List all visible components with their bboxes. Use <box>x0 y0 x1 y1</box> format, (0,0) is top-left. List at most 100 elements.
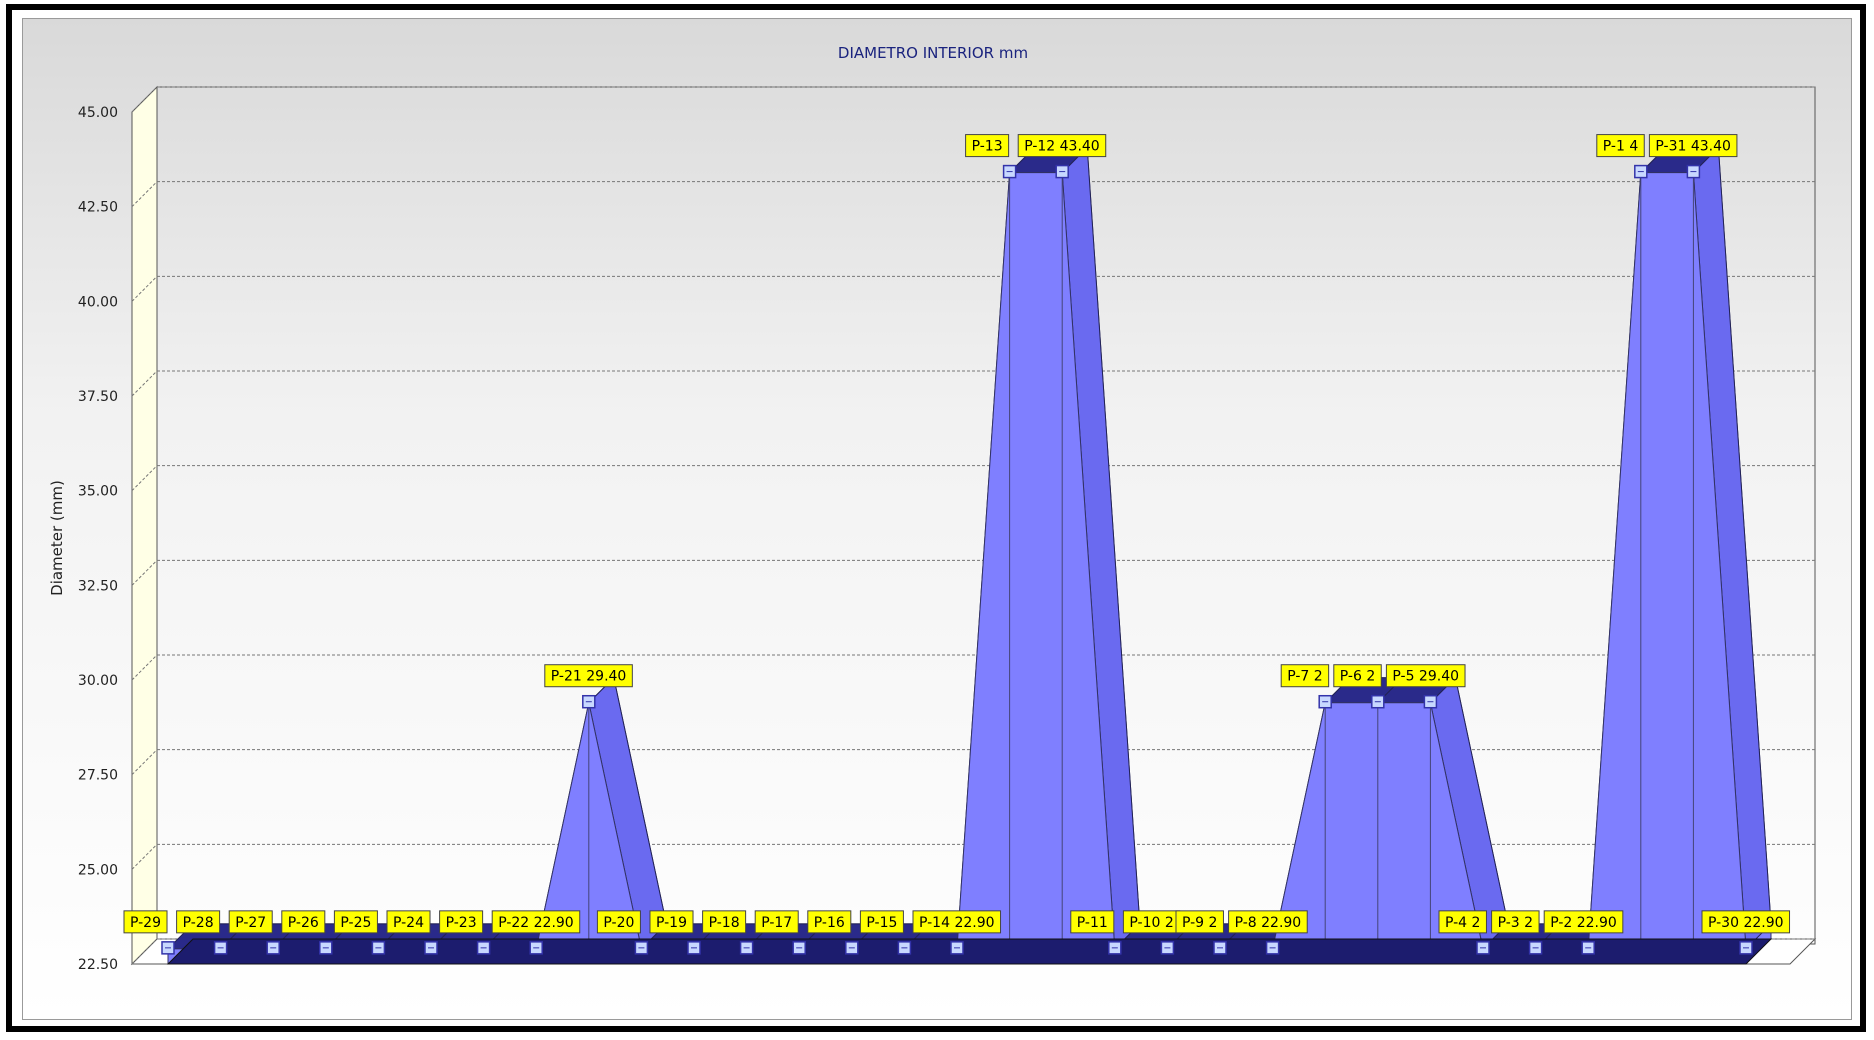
grid-line <box>131 938 158 965</box>
y-tick-label: 40.00 <box>78 294 118 310</box>
y-tick-label: 45.00 <box>78 105 118 121</box>
data-label-box <box>491 910 581 934</box>
series-area <box>166 146 1773 965</box>
series-area-base <box>166 938 1773 965</box>
y-tick-label: 32.50 <box>78 578 118 594</box>
data-label: P-24 <box>386 910 431 934</box>
data-label-text: P-14 22.90 <box>919 915 995 931</box>
point-markers <box>161 164 1753 955</box>
data-label-text: P-1 4 <box>1603 139 1639 155</box>
data-label-text: P-30 22.90 <box>1708 915 1784 931</box>
y-tick-label: 25.00 <box>78 862 118 878</box>
data-label-box <box>228 910 273 934</box>
data-label-box <box>544 664 633 688</box>
data-label: P-30 22.90 <box>1701 910 1791 934</box>
data-label-box <box>1070 910 1115 934</box>
data-label-box <box>1596 134 1645 158</box>
data-label-box <box>596 910 641 934</box>
grid-line <box>131 370 158 397</box>
y-tick-label: 22.50 <box>78 957 118 973</box>
data-label-box <box>281 910 326 934</box>
data-label-text: P-25 <box>340 915 371 931</box>
data-label-box <box>123 910 168 934</box>
grid-line <box>131 465 158 492</box>
y-tick-label: 37.50 <box>78 389 118 405</box>
data-label-text: P-18 <box>709 915 740 931</box>
data-label: P-11 <box>1070 910 1115 934</box>
data-label-text: P-9 2 <box>1182 915 1217 931</box>
data-label-box <box>1543 910 1624 934</box>
data-label: P-2 22.90 <box>1543 910 1624 934</box>
data-label-text: P-11 <box>1077 915 1108 931</box>
data-label-box <box>754 910 799 934</box>
data-label-text: P-16 <box>814 915 845 931</box>
data-label-box <box>1491 910 1540 934</box>
data-label: P-26 <box>281 910 326 934</box>
data-label-text: P-7 2 <box>1287 669 1322 685</box>
data-label-box <box>1175 910 1224 934</box>
data-label: P-27 <box>228 910 273 934</box>
data-label: P-22 22.90 <box>491 910 581 934</box>
data-label: P-23 <box>439 910 484 934</box>
data-label-text: P-23 <box>446 915 477 931</box>
data-label: P-10 2 <box>1122 910 1181 934</box>
data-label: P-16 <box>807 910 852 934</box>
data-label: P-20 <box>596 910 641 934</box>
data-label-text: P-21 29.40 <box>551 669 627 685</box>
data-label-box <box>1228 910 1308 934</box>
data-label-text: P-15 <box>866 915 897 931</box>
data-label: P-4 2 <box>1438 910 1487 934</box>
data-label-box <box>1701 910 1791 934</box>
data-label-box <box>859 910 904 934</box>
data-label-text: P-4 2 <box>1445 915 1480 931</box>
data-label-text: P-10 2 <box>1129 915 1173 931</box>
data-label: P-3 2 <box>1491 910 1540 934</box>
grid-line <box>131 654 158 681</box>
data-label: P-29 <box>123 910 168 934</box>
data-label-text: P-3 2 <box>1498 915 1533 931</box>
data-label-text: P-8 22.90 <box>1235 915 1302 931</box>
data-label-text: P-28 <box>183 915 214 931</box>
y-axis-ticks: 22.50 25.00 27.50 30.00 32.50 35.00 37.50 40.00… <box>78 105 118 973</box>
data-label-box <box>1385 664 1466 688</box>
data-label: P-31 43.40 <box>1648 134 1738 158</box>
data-label-text: P-13 <box>972 139 1003 155</box>
data-label: P-7 2 <box>1280 664 1330 688</box>
data-label: P-17 <box>754 910 799 934</box>
data-label-text: P-27 <box>235 915 266 931</box>
data-label-text: P-2 22.90 <box>1550 915 1617 931</box>
data-label: P-6 2 <box>1333 664 1382 688</box>
data-label: P-13 <box>965 134 1010 158</box>
data-label-box <box>702 910 747 934</box>
data-label: P-8 22.90 <box>1228 910 1308 934</box>
series-area-front <box>167 172 1747 965</box>
data-label-text: P-31 43.40 <box>1655 139 1731 155</box>
data-label-text: P-24 <box>393 915 424 931</box>
data-label-text: P-22 22.90 <box>498 915 574 931</box>
data-label-text: P-12 43.40 <box>1024 139 1100 155</box>
y-tick-label: 35.00 <box>78 484 118 500</box>
grid-line <box>131 181 158 208</box>
y-tick-label: 27.50 <box>78 768 118 784</box>
data-label: P-19 <box>649 910 694 934</box>
grid-line <box>131 275 158 302</box>
data-label: P-28 <box>176 910 221 934</box>
data-label-box <box>1017 134 1107 158</box>
data-label-text: P-26 <box>288 915 319 931</box>
data-label: P-5 29.40 <box>1385 664 1466 688</box>
data-label-box <box>439 910 484 934</box>
y-axis-label: Diameter (mm) <box>48 480 66 596</box>
data-label-box <box>1648 134 1738 158</box>
chart-panel <box>22 18 1852 1020</box>
grid-line <box>131 559 158 586</box>
y-tick-label: 42.50 <box>78 200 118 216</box>
point-labels: P-29 P-28 P-27 P-26 P-25 P-24 P-23 P-22 22.90 P-… <box>123 134 1791 934</box>
grid-line <box>131 843 158 870</box>
data-label-box <box>1438 910 1487 934</box>
data-label-text: P-5 29.40 <box>1392 669 1459 685</box>
data-label-text: P-20 <box>603 915 634 931</box>
data-label: P-15 <box>859 910 904 934</box>
data-label-box <box>1280 664 1330 688</box>
data-label-box <box>176 910 221 934</box>
data-label-box <box>649 910 694 934</box>
